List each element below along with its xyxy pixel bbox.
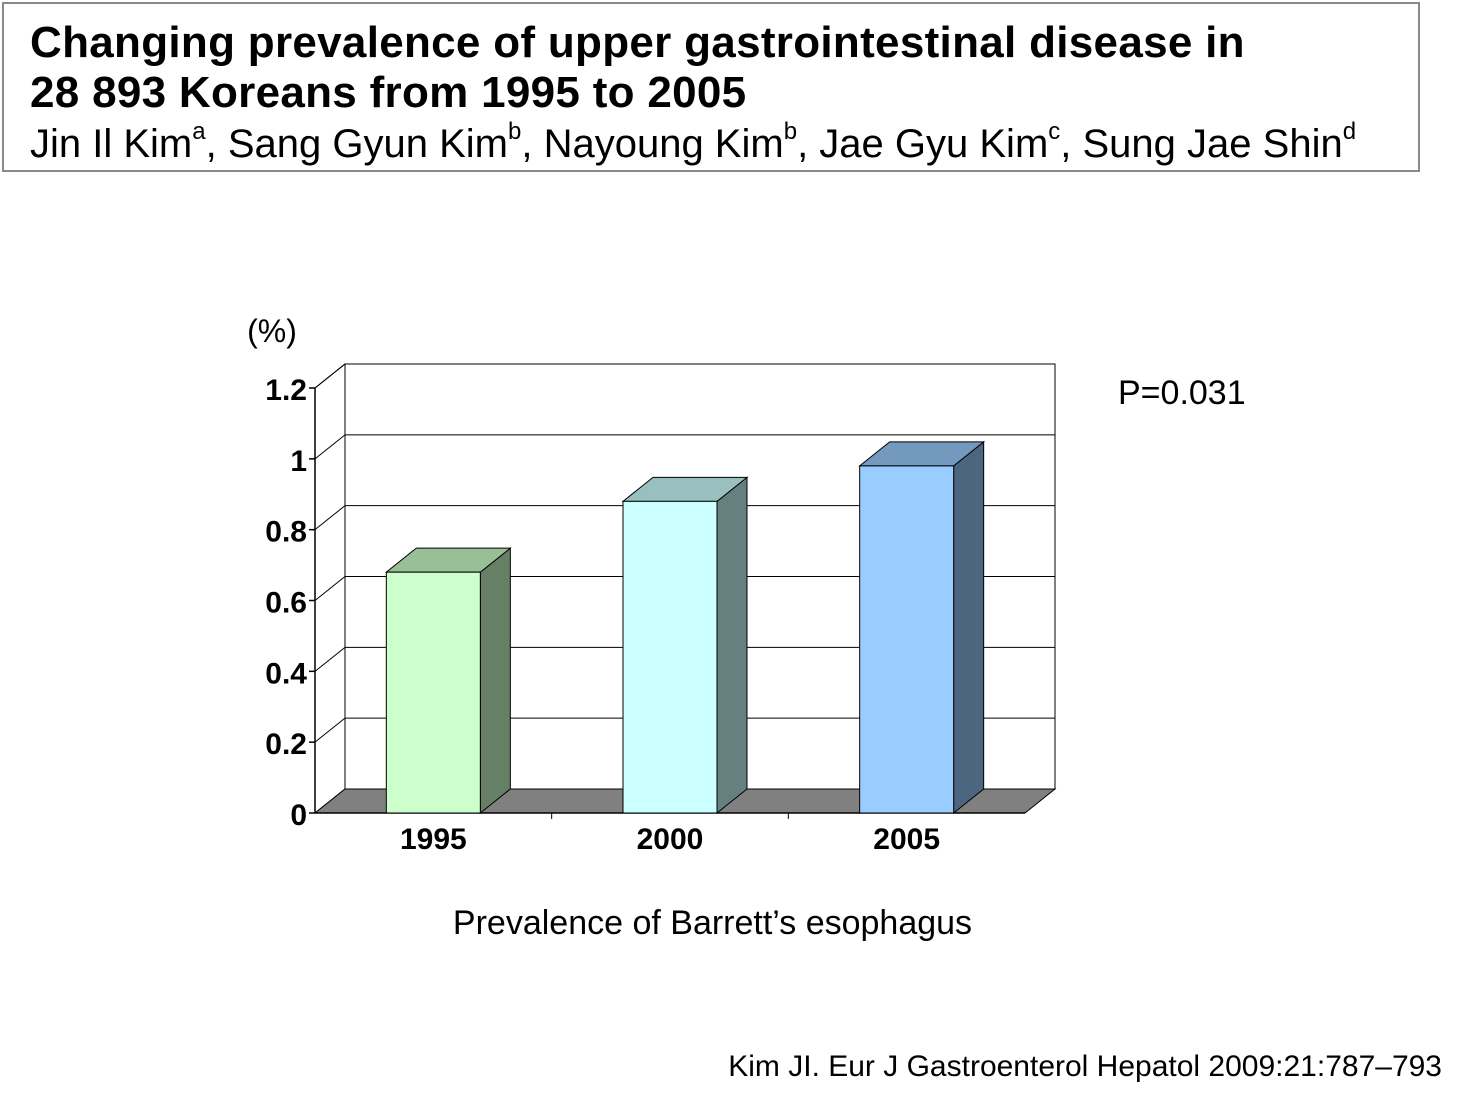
paper-title-line-1: Changing prevalence of upper gastrointes… xyxy=(30,18,1245,67)
bar-side-2000 xyxy=(716,476,748,815)
bar-1995 xyxy=(385,571,481,814)
gridline-depth xyxy=(314,434,346,460)
x-tick-label: 2000 xyxy=(637,823,704,856)
y-axis-top-depth xyxy=(314,363,346,389)
y-tick-label: 0 xyxy=(290,799,307,832)
bar-side-2005 xyxy=(953,440,985,815)
x-tick-label: 2005 xyxy=(873,823,940,856)
paper-title-line-2: 28 893 Koreans from 1995 to 2005 xyxy=(30,68,747,117)
gridline-depth xyxy=(314,505,346,531)
x-tick-label: 1995 xyxy=(400,823,467,856)
paper-header: Changing prevalence of upper gastrointes… xyxy=(2,2,1420,172)
gridline-depth xyxy=(314,646,346,672)
y-tick-label: 0.4 xyxy=(265,657,307,690)
y-tick-label: 1 xyxy=(290,445,307,478)
y-tick-label: 0.6 xyxy=(265,587,307,620)
p-value-annotation: P=0.031 xyxy=(1118,374,1246,412)
author-5: Sung Jae Shind xyxy=(1082,118,1357,167)
gridline-depth xyxy=(314,576,346,601)
author-2: Sang Gyun Kimb xyxy=(227,118,522,167)
y-tick-label: 0.8 xyxy=(265,516,307,549)
y-axis-unit-label: (%) xyxy=(247,313,297,349)
citation: Kim JI. Eur J Gastroenterol Hepatol 2009… xyxy=(728,1050,1442,1083)
bar-side-1995 xyxy=(479,547,511,815)
author-1: Jin Il Kima xyxy=(30,118,206,167)
y-tick-label: 0.2 xyxy=(265,728,307,761)
author-list: Jin Il Kima, Sang Gyun Kimb, Nayoung Kim… xyxy=(30,118,1357,167)
author-3: Nayoung Kimb xyxy=(543,118,798,167)
y-tick-label: 1.2 xyxy=(265,374,307,407)
author-4: Jae Gyu Kimc xyxy=(819,118,1061,167)
bar-2005 xyxy=(859,465,955,814)
chart-caption: Prevalence of Barrett’s esophagus xyxy=(452,904,973,942)
gridline-depth xyxy=(314,717,346,743)
bar-2000 xyxy=(622,500,718,814)
